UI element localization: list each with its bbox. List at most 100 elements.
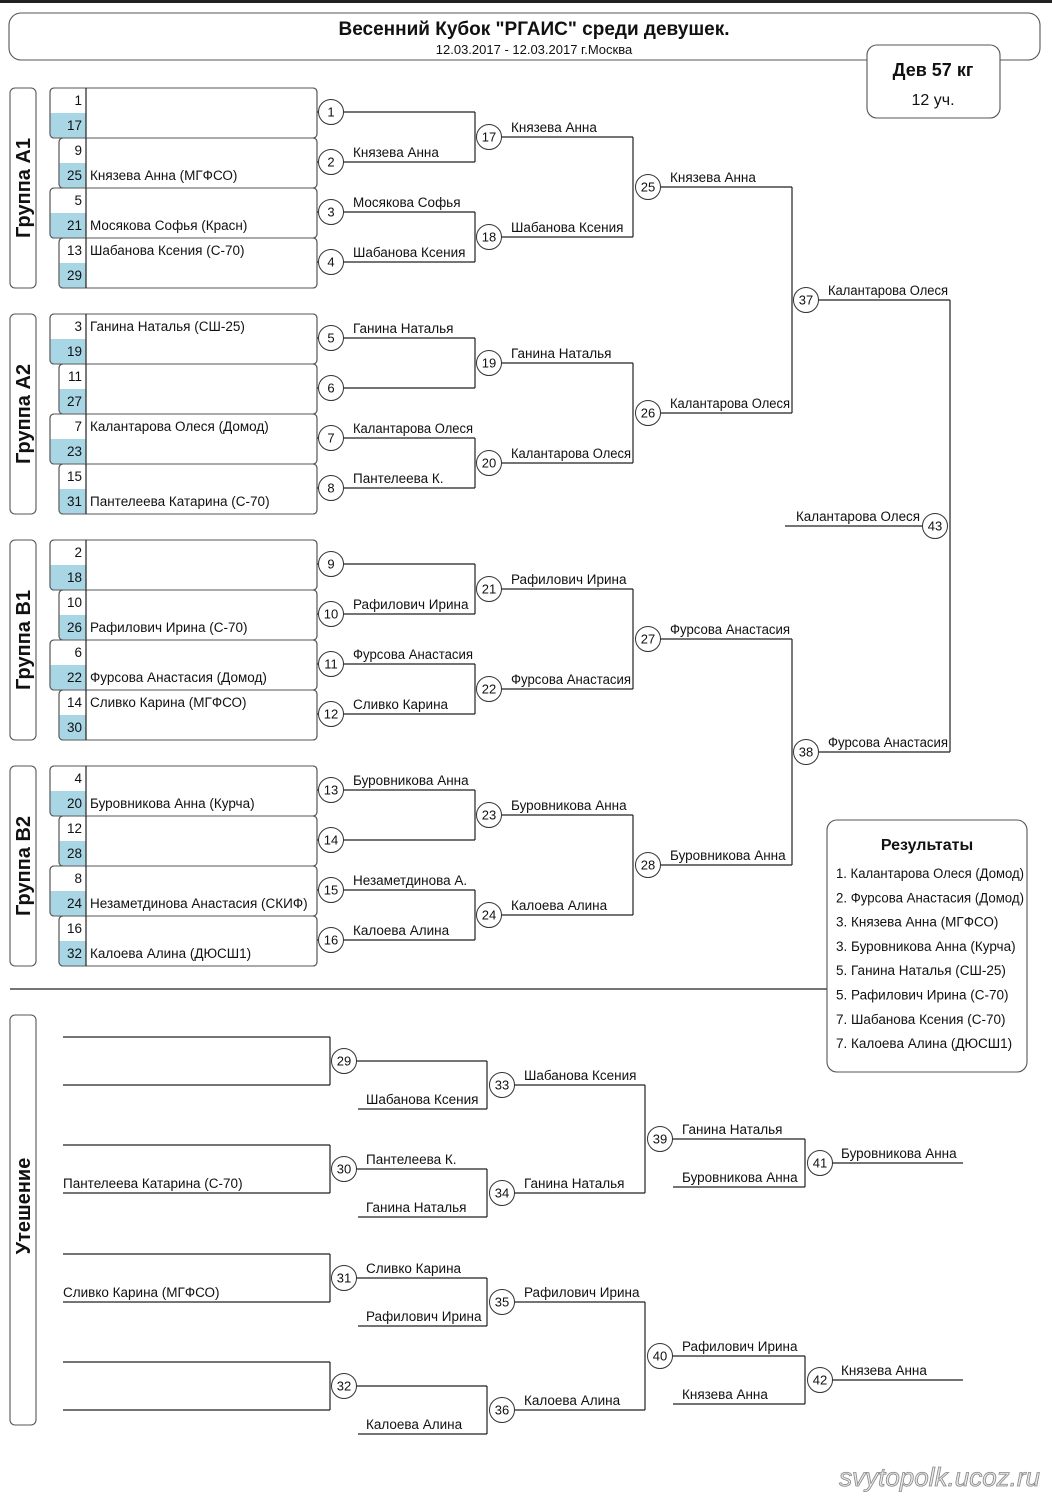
seed-pair-frame — [58, 815, 318, 867]
seed-row: 12 — [67, 821, 82, 836]
seed-row: 23 — [67, 444, 82, 459]
participants-count: 12 уч. — [911, 92, 954, 109]
seed-number: 11 — [68, 369, 82, 384]
seed-number: 32 — [67, 946, 82, 961]
consolation-r3-match: 39 Ганина Наталья Буровникова Анна — [644, 1085, 806, 1193]
match-circle — [318, 777, 344, 803]
match-number: 32 — [337, 1379, 351, 1394]
seed-pair-border — [58, 689, 318, 741]
group-3: Группа В1 2 18 10 26 Рафилович Ирина (С-70) 6 2… — [9, 539, 318, 741]
match-node: 38 — [793, 739, 819, 765]
match-circle — [318, 601, 344, 627]
seed-number-highlight — [50, 439, 86, 464]
results-list: 1. Калантарова Олеся (Домод) 2. Фурсова А… — [836, 866, 1024, 1051]
seed-row: 19 — [67, 344, 82, 359]
match-node: 29 — [331, 1048, 357, 1074]
match-node: 4 — [318, 249, 344, 275]
group-label: Группа А2 — [13, 364, 35, 464]
match-circle — [318, 475, 344, 501]
seed-row: 6 — [74, 645, 82, 660]
match-circle — [318, 149, 344, 175]
consolation-block: 29 Шабанова Ксения 33 Шабанова Ксения Пантел… — [63, 1036, 963, 1218]
consolation-r1-match: 32 — [63, 1361, 357, 1411]
winner-name: Буровникова Анна — [353, 773, 469, 788]
winner-name: Буровникова Анна — [670, 848, 786, 863]
page-title: Весенний Кубок "РГАИС" среди девушек. — [338, 19, 729, 40]
consolation-r1-match: 29 — [63, 1036, 357, 1086]
match-number: 4 — [327, 255, 334, 270]
seed-row: 31 Пантелеева Катарина (С-70) — [67, 494, 270, 509]
seed-number: 1 — [74, 93, 82, 108]
seed-number: 3 — [74, 319, 82, 334]
seed-pair: 6 22 Фурсова Анастасия (Домод) — [49, 639, 318, 691]
winner-name: Калантарова Олеся — [828, 283, 948, 298]
seed-row: 13 Шабанова Ксения (С-70) — [67, 243, 245, 258]
consolation-r2-match: Шабанова Ксения 33 Шабанова Ксения — [356, 1060, 645, 1110]
match-circle — [318, 651, 344, 677]
winner-name: Фурсова Анастасия — [828, 735, 948, 750]
seed-pair-border — [58, 237, 318, 289]
participant-name: Сливко Карина (МГФСО) — [63, 1285, 220, 1300]
seed-row: 18 — [67, 570, 82, 585]
match-circle — [476, 902, 502, 928]
round-2: 17 Князева Анна 18 Шабанова Ксения 19 Ганина … — [476, 120, 634, 928]
group-label: Группа В1 — [13, 590, 35, 690]
match-circle — [476, 124, 502, 150]
participant-name: Калантарова Олеся (Домод) — [90, 419, 269, 434]
match-node: 24 — [476, 902, 502, 928]
match-circle — [635, 626, 661, 652]
winner-name: Калантарова Олеся — [353, 421, 473, 436]
result-entry: 1. Калантарова Олеся (Домод) — [836, 866, 1024, 881]
match-node: 21 — [476, 576, 502, 602]
seed-row: 30 — [67, 720, 82, 735]
match-node: 33 — [489, 1072, 515, 1098]
match-number: 27 — [641, 632, 655, 647]
group-label: Группа А1 — [13, 138, 35, 238]
seed-number: 14 — [67, 695, 83, 710]
match-circle — [318, 99, 344, 125]
match-number: 37 — [799, 293, 813, 308]
seed-row: 9 — [74, 143, 82, 158]
match-number: 43 — [928, 519, 942, 534]
seed-number: 12 — [67, 821, 82, 836]
match-node: 39 — [647, 1126, 673, 1152]
seed-row: 5 — [74, 193, 82, 208]
match-circle — [476, 350, 502, 376]
winner-name: Рафилович Ирина — [353, 597, 469, 612]
winner-name: Рафилович Ирина — [511, 572, 627, 587]
seed-row: 21 Мосякова Софья (Красн) — [67, 218, 247, 233]
seed-pair: 9 25 Князева Анна (МГФСО) — [58, 137, 318, 189]
seed-number: 20 — [67, 796, 82, 811]
seed-number: 31 — [67, 494, 82, 509]
match-node: 13 — [318, 777, 344, 803]
seed-number: 26 — [67, 620, 82, 635]
winner-name: Незаметдинова А. — [353, 873, 467, 888]
winner-name: Рафилович Ирина — [524, 1285, 640, 1300]
seed-number: 29 — [67, 268, 82, 283]
final-match: 43 Калантарова Олеся — [785, 509, 948, 539]
match-number: 2 — [327, 155, 334, 170]
match-node: 3 — [318, 199, 344, 225]
match-node: 20 — [476, 450, 502, 476]
seed-number-highlight — [59, 163, 86, 188]
consolation-r3-match: 40 Рафилович Ирина Князева Анна — [644, 1302, 806, 1410]
seed-pair: 16 32 Калоева Алина (ДЮСШ1) — [58, 915, 318, 967]
match-node: 14 — [318, 827, 344, 853]
seed-number: 30 — [67, 720, 82, 735]
category-box: Дев 57 кг 12 уч. — [866, 44, 1001, 119]
group-4: Группа В2 4 20 Буровникова Анна (Курча) 12 28… — [9, 765, 318, 967]
consolation-r1-match: Сливко Карина (МГФСО) 31 — [63, 1253, 357, 1303]
match-number: 1 — [327, 105, 334, 120]
seed-number-highlight — [50, 565, 86, 590]
seed-number: 21 — [67, 218, 82, 233]
event-dates-location: 12.03.2017 - 12.03.2017 г.Москва — [436, 42, 633, 57]
match-number: 11 — [324, 657, 338, 672]
consolation-r2-match: Пантелеева К. Ганина Наталья 34 Ганина Ната… — [356, 1152, 645, 1218]
match-number: 30 — [337, 1162, 351, 1177]
match-circle — [476, 450, 502, 476]
match-number: 22 — [482, 682, 496, 697]
match-number: 38 — [799, 745, 813, 760]
match-node: 17 — [476, 124, 502, 150]
